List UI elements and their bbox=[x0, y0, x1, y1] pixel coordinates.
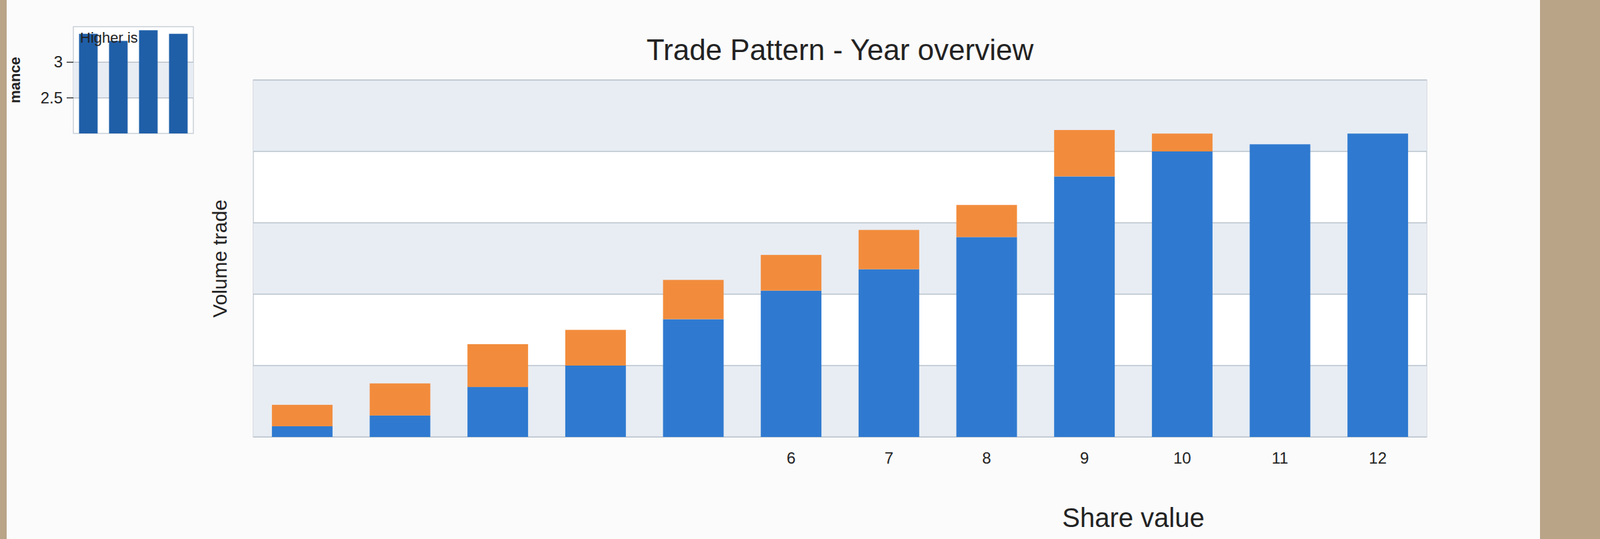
x-tick-label: 12 bbox=[1368, 448, 1387, 467]
bar bbox=[565, 365, 626, 437]
bar bbox=[858, 230, 920, 270]
bar bbox=[1152, 133, 1213, 152]
bar bbox=[1054, 176, 1115, 437]
bar bbox=[663, 280, 724, 320]
annotation: Share value bbox=[1062, 502, 1204, 532]
bar bbox=[272, 426, 333, 437]
bar bbox=[79, 34, 98, 134]
stage: 6 7 8 9 10 11 12 Trade Pattern - Year overview V… bbox=[0, 0, 1600, 539]
bar bbox=[272, 404, 333, 426]
x-tick-label: 10 bbox=[1173, 448, 1192, 467]
bar bbox=[467, 344, 528, 387]
bar bbox=[1347, 133, 1408, 437]
grid-line bbox=[253, 79, 1427, 81]
bar bbox=[109, 40, 128, 134]
y-axis-label: Volume trade bbox=[208, 199, 231, 318]
bar bbox=[858, 269, 920, 437]
y-tick bbox=[66, 97, 74, 99]
bar bbox=[467, 386, 528, 437]
chart-1: 2.5 3 mance Higher is bbox=[6, 26, 194, 134]
bar bbox=[169, 34, 188, 134]
paper bbox=[6, 0, 1540, 539]
title: Trade Pattern - Year overview bbox=[646, 33, 1034, 66]
bar bbox=[139, 30, 158, 134]
y-tick bbox=[66, 62, 74, 64]
annotation: Higher is bbox=[80, 29, 138, 46]
bar bbox=[370, 383, 431, 416]
bar bbox=[565, 330, 626, 366]
plot-frame bbox=[253, 80, 1427, 437]
bar bbox=[1152, 151, 1213, 437]
y-axis-label: mance bbox=[6, 56, 24, 104]
bar bbox=[1250, 144, 1311, 437]
marks bbox=[272, 130, 1408, 437]
y-tick-label: 2.5 bbox=[40, 88, 63, 107]
bar bbox=[760, 290, 822, 437]
y-tick-label: 3 bbox=[54, 52, 63, 71]
bar bbox=[663, 318, 724, 437]
bar bbox=[760, 254, 822, 291]
x-tick-label: 8 bbox=[982, 448, 991, 467]
x-tick-label: 9 bbox=[1080, 448, 1089, 467]
bar bbox=[370, 415, 431, 437]
desk bbox=[0, 0, 1600, 539]
bar bbox=[956, 236, 1018, 437]
x-tick-label: 7 bbox=[884, 448, 894, 467]
chart-0: 6 7 8 9 10 11 12 Trade Pattern - Year overview V… bbox=[208, 33, 1427, 532]
grid-band bbox=[253, 80, 1427, 152]
x-tick-label: 6 bbox=[786, 448, 796, 467]
bar bbox=[1054, 130, 1115, 177]
plot-frame bbox=[73, 26, 194, 134]
x-tick-label: 11 bbox=[1272, 448, 1289, 467]
bar bbox=[956, 204, 1018, 237]
